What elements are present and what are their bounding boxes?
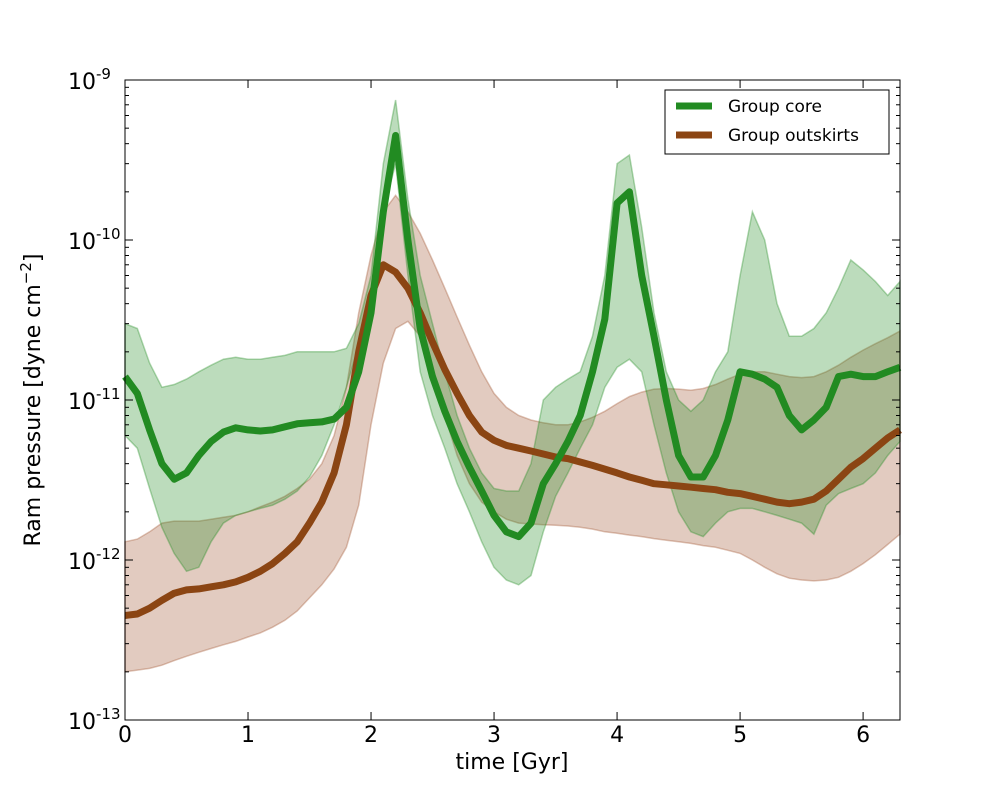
y-tick-label: 10-10 [68,225,121,255]
x-tick-label: 0 [118,723,132,748]
y-axis-label-main: Ram pressure [dyne cm [21,284,46,546]
x-tick-label: 5 [733,723,747,748]
y-tick-label-exponent: -10 [96,225,121,243]
legend-box [664,89,890,155]
y-tick-label-base: 10 [68,390,96,415]
y-tick-label: 10-11 [68,385,121,415]
legend-label-group-core: Group core [728,97,822,117]
y-tick-label-exponent: -12 [96,545,121,563]
x-tick-label: 2 [364,723,378,748]
y-tick-label: 10-9 [68,65,111,95]
x-tick-label: 6 [856,723,870,748]
y-tick-label: 10-12 [68,545,121,575]
x-axis-label: time [Gyr] [456,750,569,775]
x-tick-label: 1 [241,723,255,748]
y-axis-label: Ram pressure [dyne cm−2] [17,253,46,546]
y-tick-label: 10-13 [68,705,121,735]
line-group-outskirts [124,261,902,619]
y-tick-label-base: 10 [68,710,96,735]
x-tick-label: 4 [610,723,624,748]
y-tick-label-base: 10 [68,550,96,575]
y-axis-label-close: ] [21,253,46,262]
y-tick-label-exponent: -11 [96,385,121,403]
y-axis-label-exponent: −2 [17,262,35,284]
axis-ticks [124,79,900,721]
series-lines [122,132,902,619]
legend: Group core Group outskirts [664,89,890,155]
legend-label-group-outskirts: Group outskirts [728,126,859,146]
line-group-core [122,132,902,541]
y-tick-label-base: 10 [68,230,96,255]
y-tick-label-exponent: -9 [96,65,111,83]
y-tick-label-base: 10 [68,70,96,95]
x-tick-label: 3 [487,723,501,748]
y-tick-label-exponent: -13 [96,705,121,723]
x-tick-labels: 0 1 2 3 4 5 6 [118,723,870,748]
